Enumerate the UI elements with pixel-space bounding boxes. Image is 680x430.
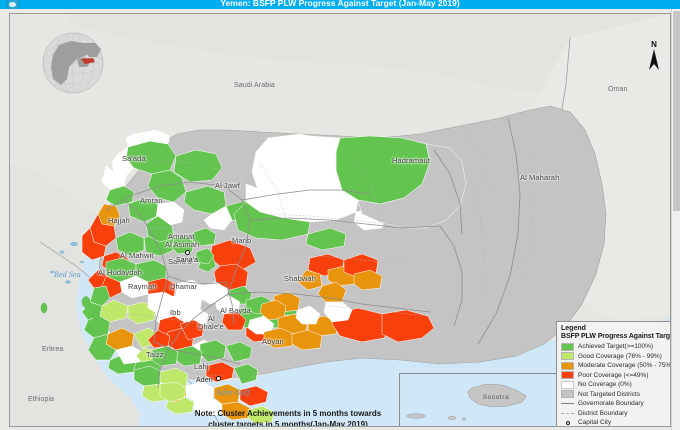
map-note-line1: Note: Cluster Achievements in 5 months t… (194, 409, 382, 418)
legend-label-poor-coverage: Poor Coverage (<=49%) (578, 371, 649, 379)
legend-label-district-boundary: District Boundary (578, 409, 628, 417)
legend-label-not-targeted: Not Targeted Districts (578, 390, 641, 398)
legend-swatch-good-coverage (561, 352, 574, 360)
vertical-scrollbar[interactable] (671, 9, 680, 430)
legend-line-district-boundary (561, 412, 574, 414)
globe-inset-map (21, 29, 126, 102)
legend-item-moderate-coverage: Moderate Coverage (50% - 75%) (561, 361, 671, 370)
scrollbar-thumb[interactable] (673, 11, 680, 211)
legend-title: Legend (561, 325, 586, 332)
legend-label-moderate-coverage: Moderate Coverage (50% - 75%) (578, 362, 671, 369)
legend-item-no-coverage: No Coverage (0%) (561, 380, 670, 389)
legend-item-capital-city: Capital City (561, 418, 670, 426)
north-arrow-icon: N (646, 41, 662, 71)
svg-text:Socotra: Socotra (483, 394, 510, 401)
page-title: Yemen: BSFP PLW Progress Against Target … (220, 0, 460, 8)
legend-label-governorate-boundary: Governorate Boundary (578, 400, 644, 407)
legend-item-poor-coverage: Poor Coverage (<=49%) (561, 371, 670, 380)
legend-dot-capital-city (561, 420, 574, 425)
socotra-inset-map: Socotra (399, 373, 557, 426)
legend-subtitle: BSFP PLW Progress Against Target (561, 333, 671, 340)
legend-item-good-coverage: Good Coverage (76% - 99%) (561, 352, 670, 361)
legend-swatch-not-targeted (561, 390, 574, 398)
map-note-line2: cluster targets in 5 months(Jan-May 2019… (208, 420, 368, 427)
globe-logo-icon (6, 0, 20, 9)
legend-swatch-moderate-coverage (561, 361, 574, 370)
legend-swatch-poor-coverage (561, 371, 574, 379)
legend-label-no-coverage: No Coverage (0%) (578, 381, 632, 388)
legend-item-district-boundary: District Boundary (561, 409, 670, 418)
map-note: Note: Cluster Achievements in 5 months t… (178, 408, 398, 427)
legend-label-capital-city: Capital City (578, 419, 612, 426)
legend-label-achieved-target: Achieved Target(>=100%) (578, 343, 654, 350)
legend-swatch-achieved-target (561, 342, 574, 351)
capital-city-dot-aden (216, 376, 221, 381)
legend-line-governorate-boundary (561, 403, 574, 404)
capital-city-dot-sanaa (185, 250, 190, 255)
legend-box: Legend BSFP PLW Progress Against Target … (556, 321, 671, 426)
legend-item-achieved-target: Achieved Target(>=100%) (561, 342, 670, 351)
legend-label-good-coverage: Good Coverage (76% - 99%) (578, 352, 662, 360)
north-arrow-letter: N (651, 40, 657, 49)
legend-item-not-targeted: Not Targeted Districts (561, 390, 670, 399)
title-bar: Yemen: BSFP PLW Progress Against Target … (0, 0, 680, 9)
map-frame[interactable]: Socotra N Sa'ada Al Jawf Amran Hajjah Ha… (9, 13, 671, 427)
legend-swatch-no-coverage (561, 380, 574, 389)
legend-item-governorate-boundary: Governorate Boundary (561, 399, 670, 408)
